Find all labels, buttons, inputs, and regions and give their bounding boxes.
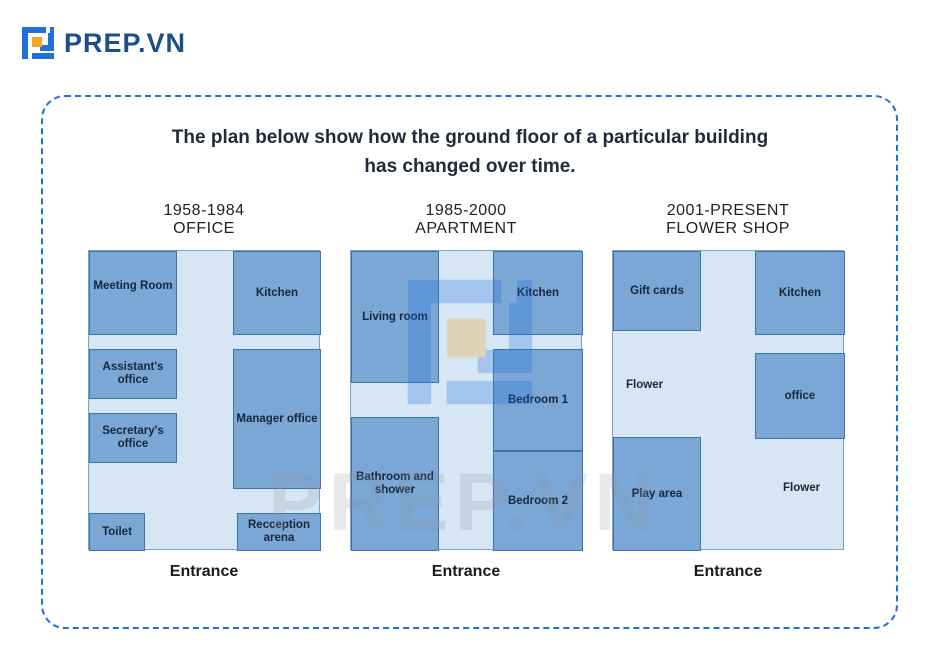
plan-office: Meeting Room Kitchen Assistant's office … [88,250,321,551]
room-secretary-office: Secretary's office [89,413,177,463]
brand-name: PREP.VN [64,27,187,58]
room-reception: Recception arena [237,513,321,551]
content-frame [41,95,898,629]
room-assistant-office: Assistant's office [89,349,177,399]
room-gift-cards: Gift cards [613,251,701,331]
plan-3-entrance: Entrance [693,563,763,580]
room-meeting: Meeting Room [89,251,177,335]
room-bedroom-1: Bedroom 1 [493,349,583,451]
plan-1-use: OFFICE [173,220,235,237]
room-living: Living room [351,251,439,383]
room-kitchen: Kitchen [233,251,321,335]
plan-3-heading: 2001-PRESENT FLOWER SHOP [611,202,845,238]
room-play-area: Play area [613,437,701,551]
room-bedroom-2: Bedroom 2 [493,451,583,551]
room-kitchen: Kitchen [755,251,845,335]
plan-3-period: 2001-PRESENT [666,202,790,219]
plan-2-use: APARTMENT [415,220,517,237]
plan-2-heading: 1985-2000 APARTMENT [349,202,583,238]
watermark-text: PREP.VN [268,457,660,548]
plan-flower-shop: Gift cards Kitchen Flower office Play ar… [612,250,845,551]
room-bathroom: Bathroom and shower [351,417,439,551]
brand-logo: PREP.VN [20,25,186,61]
room-office: office [755,353,845,439]
diagram-title-line-2: has changed over time. [364,156,576,177]
room-toilet: Toilet [89,513,145,551]
diagram-title-line-1: The plan below show how the ground floor… [171,127,769,148]
area-flower-2: Flower [783,482,821,494]
plan-1-period: 1958-1984 [163,202,245,219]
watermark-logo-icon [400,272,540,412]
plan-1-heading: 1958-1984 OFFICE [87,202,321,238]
prep-logo-icon [20,25,56,61]
plan-1-entrance: Entrance [169,563,239,580]
area-flower-1: Flower [626,379,664,391]
room-kitchen: Kitchen [493,251,583,335]
plan-2-entrance: Entrance [431,563,501,580]
plan-apartment: Living room Kitchen Bedroom 1 Bathroom a… [350,250,583,551]
plan-2-period: 1985-2000 [425,202,507,219]
room-manager-office: Manager office [233,349,321,489]
plan-3-use: FLOWER SHOP [666,220,790,237]
